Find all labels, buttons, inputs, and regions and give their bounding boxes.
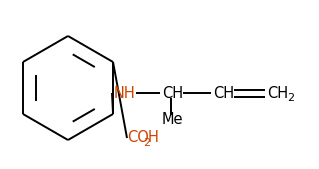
Text: H: H [148, 130, 159, 146]
Text: CO: CO [127, 130, 149, 146]
Text: 2: 2 [287, 93, 294, 103]
Text: Me: Me [162, 113, 183, 127]
Text: 2: 2 [143, 138, 150, 148]
Text: NH: NH [114, 86, 136, 101]
Text: CH: CH [162, 86, 183, 101]
Text: CH: CH [267, 86, 288, 101]
Text: CH: CH [213, 86, 234, 101]
